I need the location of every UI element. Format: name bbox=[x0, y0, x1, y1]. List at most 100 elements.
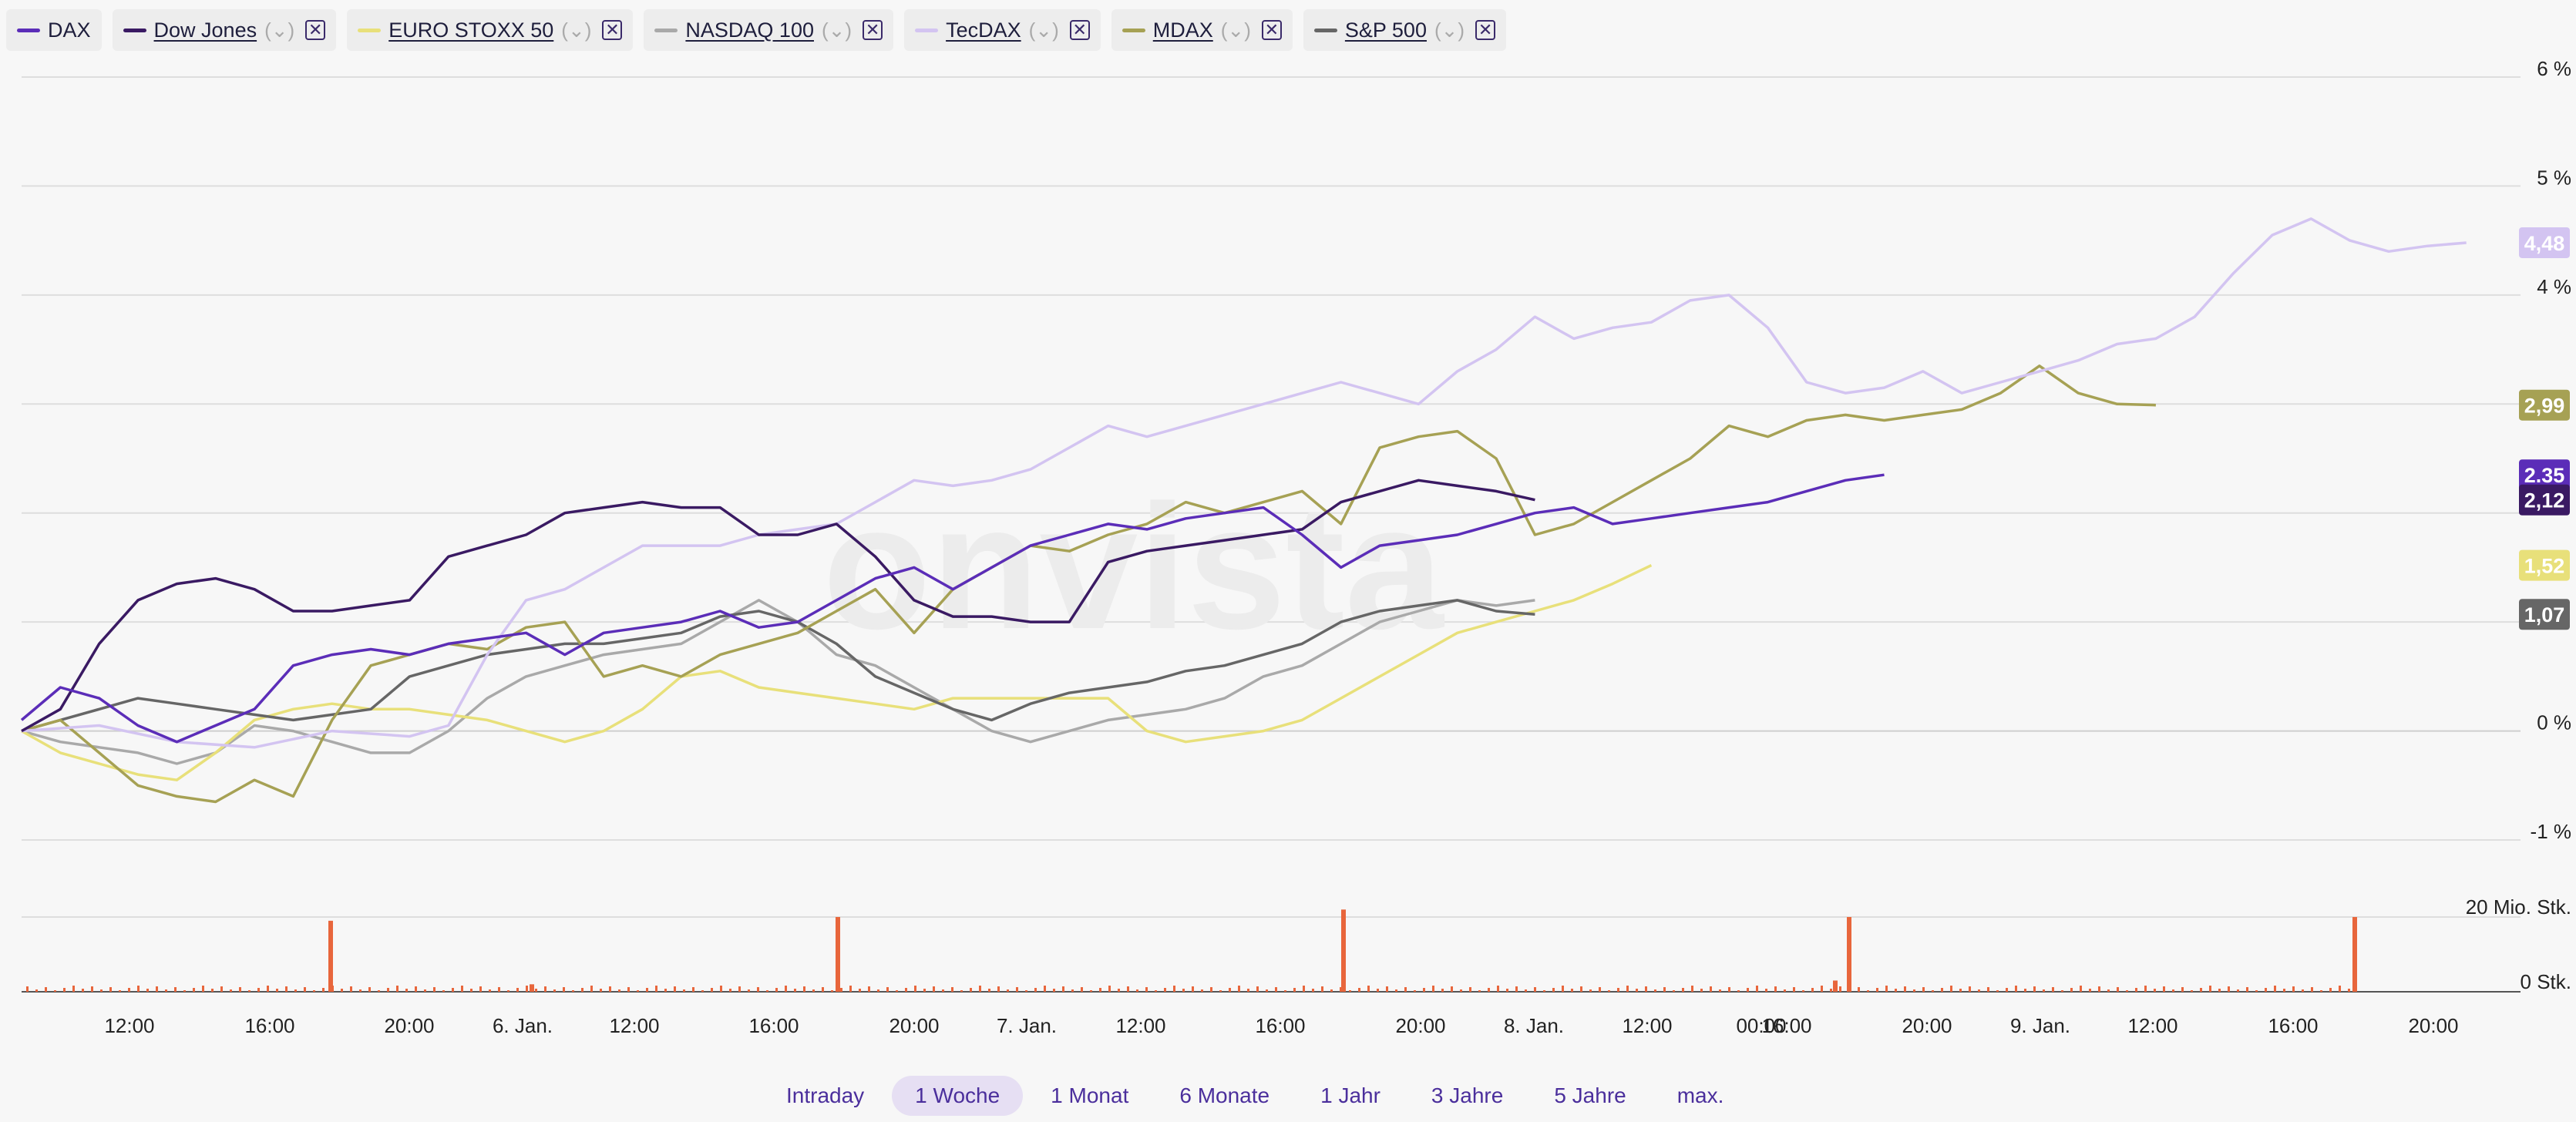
volume-bar bbox=[2033, 986, 2036, 992]
volume-bar bbox=[1136, 989, 1138, 992]
volume-bar bbox=[979, 986, 981, 992]
volume-bar bbox=[836, 917, 840, 992]
volume-bar bbox=[405, 989, 408, 992]
volume-bar bbox=[1950, 986, 1952, 992]
volume-bar bbox=[2144, 986, 2147, 992]
chevron-down-icon[interactable]: (⌄) bbox=[561, 18, 592, 42]
legend-item[interactable]: Dow Jones (⌄) ✕ bbox=[112, 9, 337, 51]
series-line bbox=[21, 217, 2467, 749]
volume-bar bbox=[1118, 989, 1120, 992]
range-button[interactable]: 1 Jahr bbox=[1320, 1083, 1380, 1107]
legend-item[interactable]: MDAX (⌄) ✕ bbox=[1111, 9, 1293, 51]
volume-bar bbox=[914, 986, 916, 992]
end-value-badge bbox=[2519, 599, 2570, 630]
legend-item[interactable]: DAX bbox=[6, 9, 102, 51]
close-icon[interactable]: ✕ bbox=[863, 20, 883, 40]
volume-bar bbox=[988, 989, 990, 992]
volume-bar bbox=[1793, 987, 1795, 992]
volume-bar bbox=[1969, 986, 1971, 992]
legend-item[interactable]: EURO STOXX 50 (⌄) ✕ bbox=[347, 9, 634, 51]
volume-bar bbox=[498, 987, 500, 992]
close-icon[interactable]: ✕ bbox=[1069, 20, 1090, 40]
volume-bar bbox=[2172, 989, 2174, 992]
legend-swatch bbox=[1313, 28, 1337, 32]
volume-bar bbox=[2163, 986, 2165, 992]
volume-bar bbox=[1978, 989, 1980, 992]
chevron-down-icon[interactable]: (⌄) bbox=[1028, 18, 1059, 42]
volume-bar bbox=[2126, 990, 2128, 992]
range-button[interactable]: 1 Woche bbox=[892, 1076, 1024, 1116]
volume-bar bbox=[54, 990, 56, 992]
volume-bar bbox=[2352, 917, 2357, 992]
legend-label[interactable]: MDAX bbox=[1152, 18, 1213, 42]
close-icon[interactable]: ✕ bbox=[305, 20, 326, 40]
volume-bar bbox=[1876, 988, 1878, 992]
legend-label[interactable]: S&P 500 bbox=[1344, 18, 1427, 42]
legend-label[interactable]: TecDAX bbox=[946, 18, 1021, 42]
x-tick-label: 20:00 bbox=[384, 1014, 434, 1037]
range-button[interactable]: 1 Monat bbox=[1051, 1083, 1129, 1107]
volume-bar bbox=[2265, 988, 2267, 992]
volume-bar bbox=[378, 990, 380, 992]
x-tick-label: 16:00 bbox=[2268, 1014, 2318, 1037]
volume-bar bbox=[1848, 989, 1851, 992]
range-button[interactable]: 5 Jahre bbox=[1554, 1083, 1626, 1107]
legend-item[interactable]: TecDAX (⌄) ✕ bbox=[904, 9, 1101, 51]
range-button[interactable]: 6 Monate bbox=[1179, 1083, 1270, 1107]
chevron-down-icon[interactable]: (⌄) bbox=[1434, 18, 1465, 42]
volume-bar bbox=[1007, 989, 1009, 992]
volume-bar bbox=[1617, 988, 1619, 992]
chevron-down-icon[interactable]: (⌄) bbox=[821, 18, 853, 42]
volume-bar bbox=[100, 989, 103, 992]
volume-bar bbox=[1469, 987, 1471, 992]
legend-item[interactable]: NASDAQ 100 (⌄) ✕ bbox=[644, 9, 894, 51]
end-value-badge bbox=[2519, 227, 2570, 258]
volume-bar bbox=[276, 989, 278, 992]
volume-bar bbox=[2320, 990, 2322, 992]
legend-label[interactable]: NASDAQ 100 bbox=[685, 18, 814, 42]
chevron-down-icon[interactable]: (⌄) bbox=[1220, 18, 1251, 42]
volume-bar bbox=[424, 989, 426, 992]
volume-bar bbox=[1747, 988, 1749, 992]
volume-bar bbox=[831, 990, 833, 992]
legend-label[interactable]: EURO STOXX 50 bbox=[388, 18, 554, 42]
close-icon[interactable]: ✕ bbox=[1475, 20, 1496, 40]
chevron-down-icon[interactable]: (⌄) bbox=[264, 18, 295, 42]
volume-bar bbox=[1959, 989, 1962, 992]
volume-bar bbox=[664, 989, 667, 992]
legend-label[interactable]: Dow Jones bbox=[153, 18, 257, 42]
close-icon[interactable]: ✕ bbox=[1261, 20, 1282, 40]
x-tick-label: 6. Jan. bbox=[493, 1014, 553, 1037]
legend-item[interactable]: S&P 500 (⌄) ✕ bbox=[1303, 9, 1507, 51]
volume-bar bbox=[1830, 989, 1832, 992]
volume-bar bbox=[1802, 990, 1804, 992]
volume-bar bbox=[951, 987, 953, 992]
volume-bar bbox=[1441, 989, 1444, 992]
volume-bar bbox=[2329, 988, 2332, 992]
volume-bar bbox=[2024, 989, 2026, 992]
volume-bar bbox=[156, 986, 158, 992]
volume-bar bbox=[146, 989, 149, 992]
range-button[interactable]: max. bbox=[1676, 1083, 1724, 1107]
volume-bar bbox=[1460, 989, 1462, 992]
volume-bar bbox=[563, 987, 565, 992]
volume-bar bbox=[341, 989, 343, 992]
volume-bar bbox=[165, 989, 167, 992]
range-button[interactable]: Intraday bbox=[786, 1083, 865, 1107]
volume-bar bbox=[1663, 987, 1666, 992]
volume-bar bbox=[1275, 987, 1277, 992]
x-tick-label: 9. Jan. bbox=[2010, 1014, 2070, 1037]
range-button[interactable]: 3 Jahre bbox=[1431, 1083, 1504, 1107]
volume-bar bbox=[711, 988, 713, 992]
series-line bbox=[21, 599, 1535, 765]
volume-bar bbox=[1034, 988, 1037, 992]
close-icon[interactable]: ✕ bbox=[602, 20, 623, 40]
volume-bar bbox=[1765, 989, 1767, 992]
volume-bar bbox=[1145, 987, 1148, 992]
x-tick-label: 20:00 bbox=[889, 1014, 939, 1037]
volume-bar bbox=[461, 986, 463, 992]
x-tick-label: 12:00 bbox=[104, 1014, 154, 1037]
volume-bar bbox=[470, 989, 472, 992]
y-tick-label: 0 % bbox=[2537, 711, 2571, 734]
volume-bar bbox=[2339, 986, 2341, 992]
